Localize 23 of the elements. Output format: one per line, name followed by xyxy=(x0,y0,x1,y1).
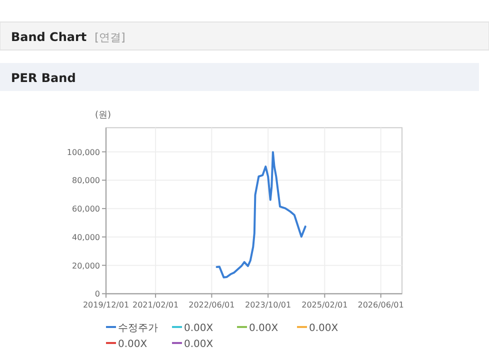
line-series xyxy=(216,151,306,278)
legend-label: 0.00X xyxy=(184,339,214,350)
y-tick-label: 40,000 xyxy=(72,232,100,242)
x-tick-label: 2019/12/01 xyxy=(82,300,130,310)
y-tick-label: 60,000 xyxy=(72,204,100,214)
legend-label: 0.00X xyxy=(184,323,214,334)
y-tick-label: 80,000 xyxy=(72,176,100,186)
chart-title: Band Chart xyxy=(11,30,87,44)
x-tick-label: 2026/06/01 xyxy=(358,300,404,310)
y-tick-label: 0 xyxy=(94,290,100,299)
legend-label: 0.00X xyxy=(309,323,338,334)
legend-label: 0.00X xyxy=(249,323,278,334)
legend-label: 0.00X xyxy=(118,339,148,350)
x-tick-label: 2022/06/01 xyxy=(188,300,235,310)
x-tick-label: 2025/02/01 xyxy=(302,300,348,310)
y-axis-title: (원) xyxy=(94,110,112,121)
y-tick-label: 100,000 xyxy=(66,148,100,157)
legend-label: 수정주가 xyxy=(118,323,158,334)
text: [연결] xyxy=(94,31,126,44)
chart-subtitle: PER Band xyxy=(11,71,76,85)
x-tick-label: 2023/10/01 xyxy=(245,300,292,310)
x-tick-label: 2021/02/01 xyxy=(132,300,179,310)
y-tick-label: 20,000 xyxy=(72,261,100,270)
